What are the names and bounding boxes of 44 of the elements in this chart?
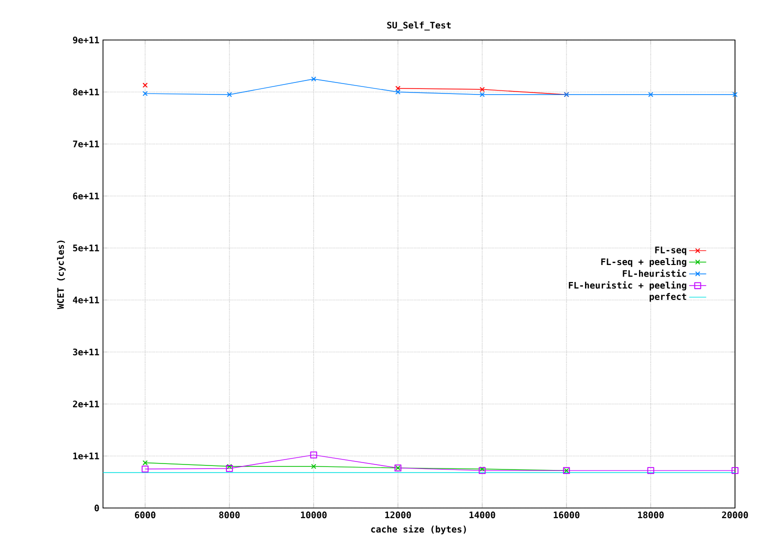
y-tick-label: 7e+11 xyxy=(73,140,100,148)
point xyxy=(732,467,738,474)
point xyxy=(647,467,654,474)
x-tick-label: 6000 xyxy=(134,512,156,518)
legend-label: FL-heuristic xyxy=(622,269,686,277)
point xyxy=(395,89,400,95)
point xyxy=(648,92,654,98)
legend-label: perfect xyxy=(650,293,686,302)
y-tick-label: 0 xyxy=(94,504,99,512)
point xyxy=(311,464,316,469)
x-tick-label: 20000 xyxy=(722,512,748,518)
x-tick-label: 14000 xyxy=(470,512,496,518)
chart-title: SU_Self_Test xyxy=(387,22,451,30)
y-tick-label: 2e+11 xyxy=(72,400,100,408)
point xyxy=(142,91,148,96)
point xyxy=(142,466,149,472)
x-tick-label: 16000 xyxy=(554,512,580,518)
point xyxy=(142,82,148,88)
point xyxy=(142,460,148,466)
point xyxy=(395,86,400,91)
y-tick-label: 1e+11 xyxy=(73,452,100,460)
y-tick-label: 4e+11 xyxy=(72,296,100,304)
point xyxy=(480,86,485,92)
x-tick-label: 18000 xyxy=(638,512,664,518)
point xyxy=(480,92,485,98)
legend-label: FL-seq xyxy=(655,246,686,256)
y-tick-label: 9e+11 xyxy=(72,36,100,44)
legend-label: FL-seq + peeling xyxy=(601,258,686,267)
x-tick-label: 12000 xyxy=(385,512,411,518)
x-axis-title: cache size (bytes) xyxy=(371,525,466,534)
point xyxy=(226,465,233,472)
y-axis-title: WCET (cycles) xyxy=(56,240,66,310)
y-tick-label: 5e+11 xyxy=(73,244,100,252)
y-tick-label: 3e+11 xyxy=(73,348,100,356)
x-tick-label: 10000 xyxy=(301,512,327,518)
point xyxy=(226,464,232,469)
y-tick-label: 6e+11 xyxy=(73,192,100,200)
point xyxy=(311,76,316,82)
y-tick-label: 8e+11 xyxy=(73,88,100,96)
point xyxy=(226,92,232,98)
point xyxy=(310,452,318,458)
point xyxy=(732,92,738,98)
x-tick-label: 8000 xyxy=(219,512,240,518)
legend-label: FL-heuristic + peeling xyxy=(568,281,686,290)
